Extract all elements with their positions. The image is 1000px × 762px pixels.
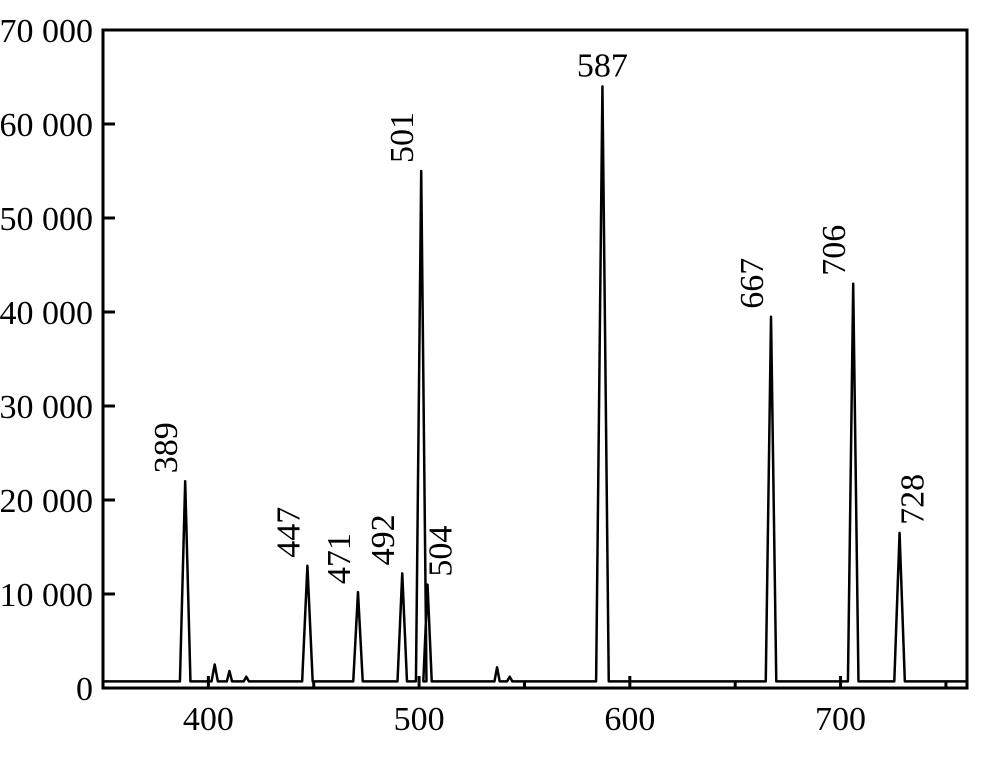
- x-tick-label: 600: [604, 701, 655, 738]
- x-tick-label: 700: [815, 701, 866, 738]
- x-tick-label: 500: [394, 701, 445, 738]
- peak-label: 501: [384, 112, 421, 163]
- peak-label: 587: [577, 47, 628, 84]
- y-tick-label: 30 000: [0, 389, 93, 426]
- x-tick-label: 400: [183, 701, 234, 738]
- y-tick-label: 20 000: [0, 483, 93, 520]
- peak-label: 389: [148, 422, 185, 473]
- chart-container: { "chart": { "type": "spectrum-line", "b…: [0, 0, 1000, 762]
- y-tick-label: 10 000: [0, 577, 93, 614]
- spectrum-chart: 400 500 600 700 0 10 000 20 000 30 000 40 000 50 …: [0, 0, 1000, 762]
- peak-label: 471: [321, 533, 358, 584]
- peak-label: 706: [816, 225, 853, 276]
- y-tick-label: 60 000: [0, 107, 93, 144]
- chart-bg: [0, 0, 1000, 762]
- peak-label: 728: [895, 474, 932, 525]
- y-tick-label: 50 000: [0, 201, 93, 238]
- y-tick-label: 70 000: [0, 13, 93, 50]
- peak-label: 492: [365, 514, 402, 565]
- peak-label: 667: [734, 258, 771, 309]
- y-tick-label: 0: [76, 671, 93, 708]
- peak-label: 447: [270, 507, 307, 558]
- peak-label: 504: [423, 526, 460, 577]
- y-tick-label: 40 000: [0, 295, 93, 332]
